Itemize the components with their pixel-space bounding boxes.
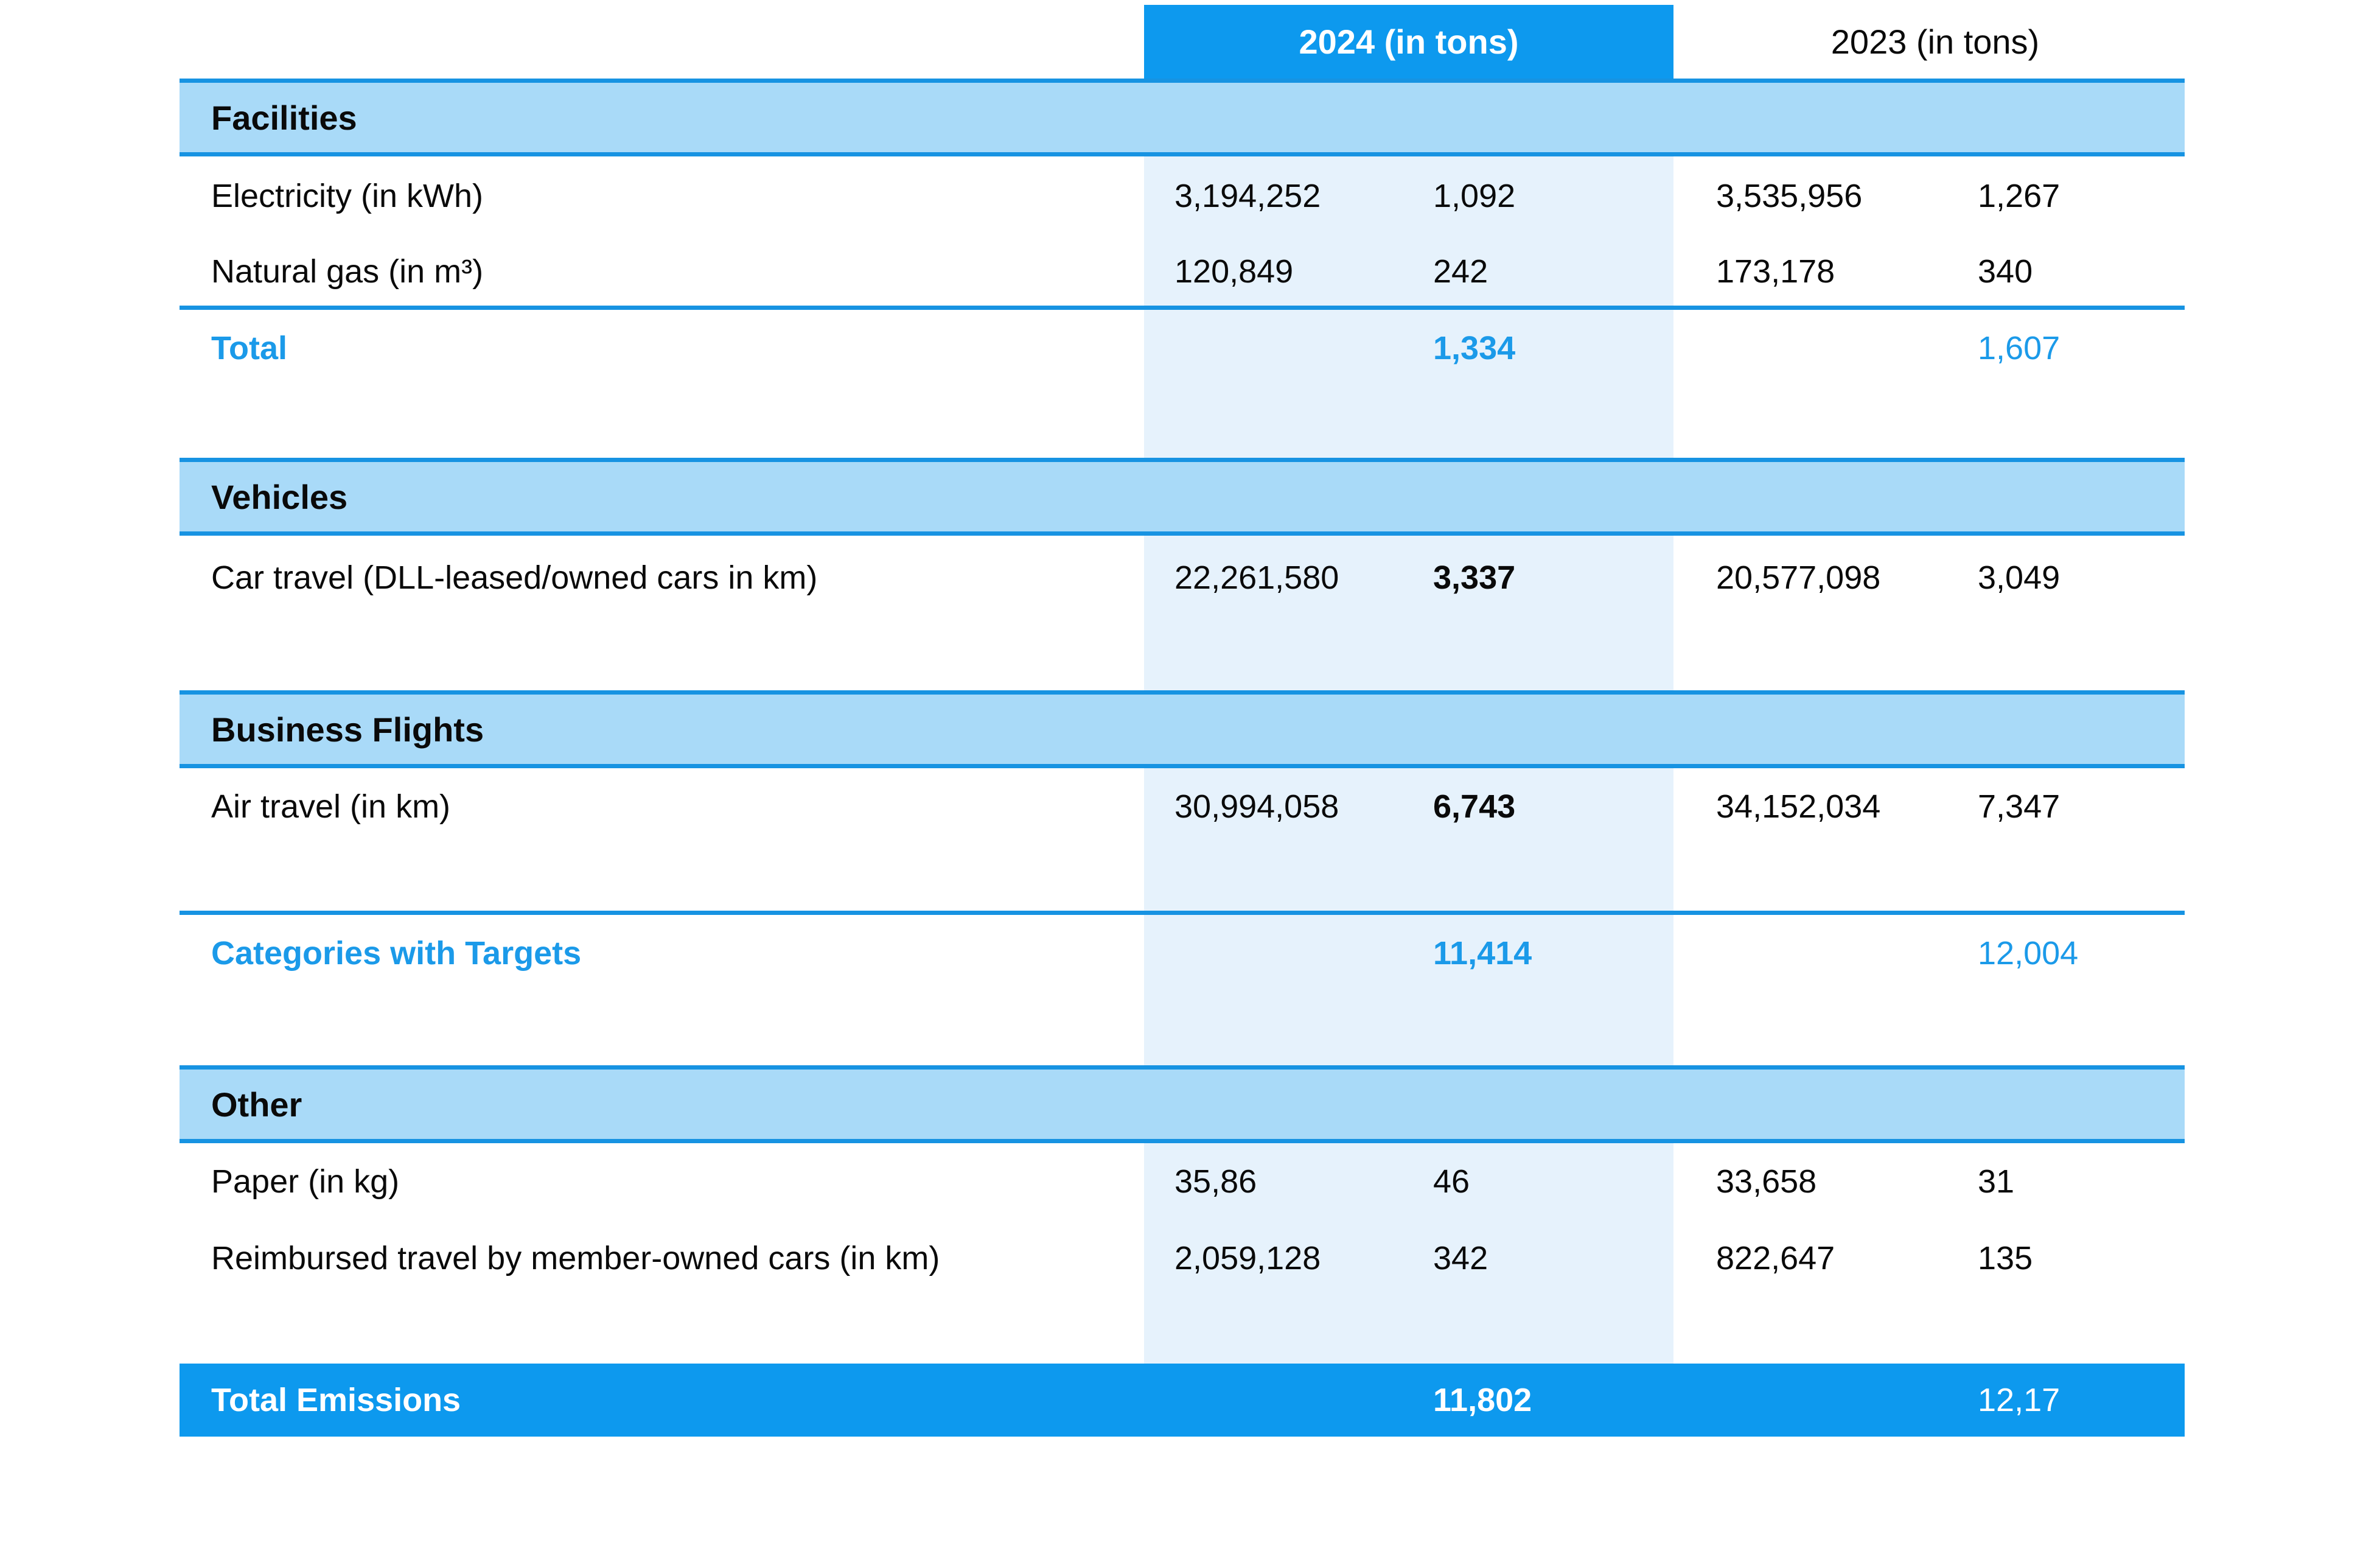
table-row-car-travel: Car travel (DLL-leased/owned cars in km)… — [180, 539, 2185, 616]
row-label: Reimbursed travel by member-owned cars (… — [211, 1240, 940, 1277]
row-label: Air travel (in km) — [211, 788, 451, 825]
section-title: Vehicles — [211, 477, 348, 516]
column-header-2023-label: 2023 (in tons) — [1830, 23, 2040, 61]
value-2023-tons: 135 — [1978, 1240, 2033, 1277]
table-row-total-emissions: Total Emissions 11,802 12,17 — [180, 1364, 2185, 1437]
value-2024-quantity: 30,994,058 — [1174, 788, 1339, 825]
value-2023-quantity: 3,535,956 — [1716, 178, 1863, 214]
value-2023-tons: 12,004 — [1978, 935, 2079, 972]
section-header-business-flights: Business Flights — [180, 690, 2185, 768]
section-header-vehicles: Vehicles — [180, 458, 2185, 536]
value-2024-tons: 46 — [1433, 1163, 1470, 1200]
value-2024-quantity: 35,86 — [1174, 1163, 1257, 1200]
value-2024-quantity: 3,194,252 — [1174, 178, 1321, 214]
table-row-paper: Paper (in kg) 35,86 46 33,658 31 — [180, 1143, 2185, 1220]
value-2024-tons: 11,802 — [1433, 1382, 1532, 1418]
table-row-reimbursed-travel: Reimbursed travel by member-owned cars (… — [180, 1220, 2185, 1297]
value-2023-quantity: 173,178 — [1716, 253, 1835, 290]
value-2023-tons: 340 — [1978, 253, 2033, 290]
value-2024-tons: 6,743 — [1433, 788, 1516, 825]
section-title: Facilities — [211, 98, 357, 137]
row-label: Car travel (DLL-leased/owned cars in km) — [211, 559, 818, 596]
table-row-air-travel: Air travel (in km) 30,994,058 6,743 34,1… — [180, 768, 2185, 845]
value-2023-tons: 3,049 — [1978, 559, 2061, 596]
value-2023-tons: 12,17 — [1978, 1382, 2061, 1418]
row-label: Categories with Targets — [211, 935, 582, 972]
row-label: Electricity (in kWh) — [211, 178, 484, 214]
value-2024-tons: 1,092 — [1433, 178, 1516, 214]
column-header-2023: 2023 (in tons) — [1673, 5, 2197, 79]
section-header-facilities: Facilities — [180, 79, 2185, 156]
value-2023-quantity: 822,647 — [1716, 1240, 1835, 1277]
section-title: Other — [211, 1085, 302, 1124]
table-row-natural-gas: Natural gas (in m³) 120,849 242 173,178 … — [180, 233, 2185, 310]
value-2024-tons: 11,414 — [1433, 935, 1532, 972]
value-2024-tons: 342 — [1433, 1240, 1488, 1277]
value-2024-quantity: 2,059,128 — [1174, 1240, 1321, 1277]
row-label: Total — [211, 330, 287, 366]
table-row-electricity: Electricity (in kWh) 3,194,252 1,092 3,5… — [180, 158, 2185, 234]
value-2024-tons: 1,334 — [1433, 330, 1516, 366]
value-2024-quantity: 22,261,580 — [1174, 559, 1339, 596]
section-title: Business Flights — [211, 710, 484, 749]
value-2023-tons: 1,267 — [1978, 178, 2061, 214]
value-2023-tons: 1,607 — [1978, 330, 2061, 366]
table-row-categories-with-targets: Categories with Targets 11,414 12,004 — [180, 915, 2185, 992]
section-header-other: Other — [180, 1065, 2185, 1143]
value-2023-quantity: 20,577,098 — [1716, 559, 1881, 596]
value-2023-tons: 31 — [1978, 1163, 2015, 1200]
value-2023-quantity: 33,658 — [1716, 1163, 1817, 1200]
divider-line — [180, 306, 2185, 310]
table-row-facilities-total: Total 1,334 1,607 — [180, 310, 2185, 387]
column-header-2024: 2024 (in tons) — [1144, 5, 1673, 79]
row-label: Natural gas (in m³) — [211, 253, 484, 290]
value-2024-quantity: 120,849 — [1174, 253, 1294, 290]
divider-line — [180, 911, 2185, 915]
row-label: Paper (in kg) — [211, 1163, 400, 1200]
value-2023-quantity: 34,152,034 — [1716, 788, 1881, 825]
value-2024-tons: 242 — [1433, 253, 1488, 290]
column-header-2024-label: 2024 (in tons) — [1299, 23, 1519, 61]
row-label: Total Emissions — [211, 1382, 461, 1418]
value-2023-tons: 7,347 — [1978, 788, 2061, 825]
value-2024-tons: 3,337 — [1433, 559, 1516, 596]
